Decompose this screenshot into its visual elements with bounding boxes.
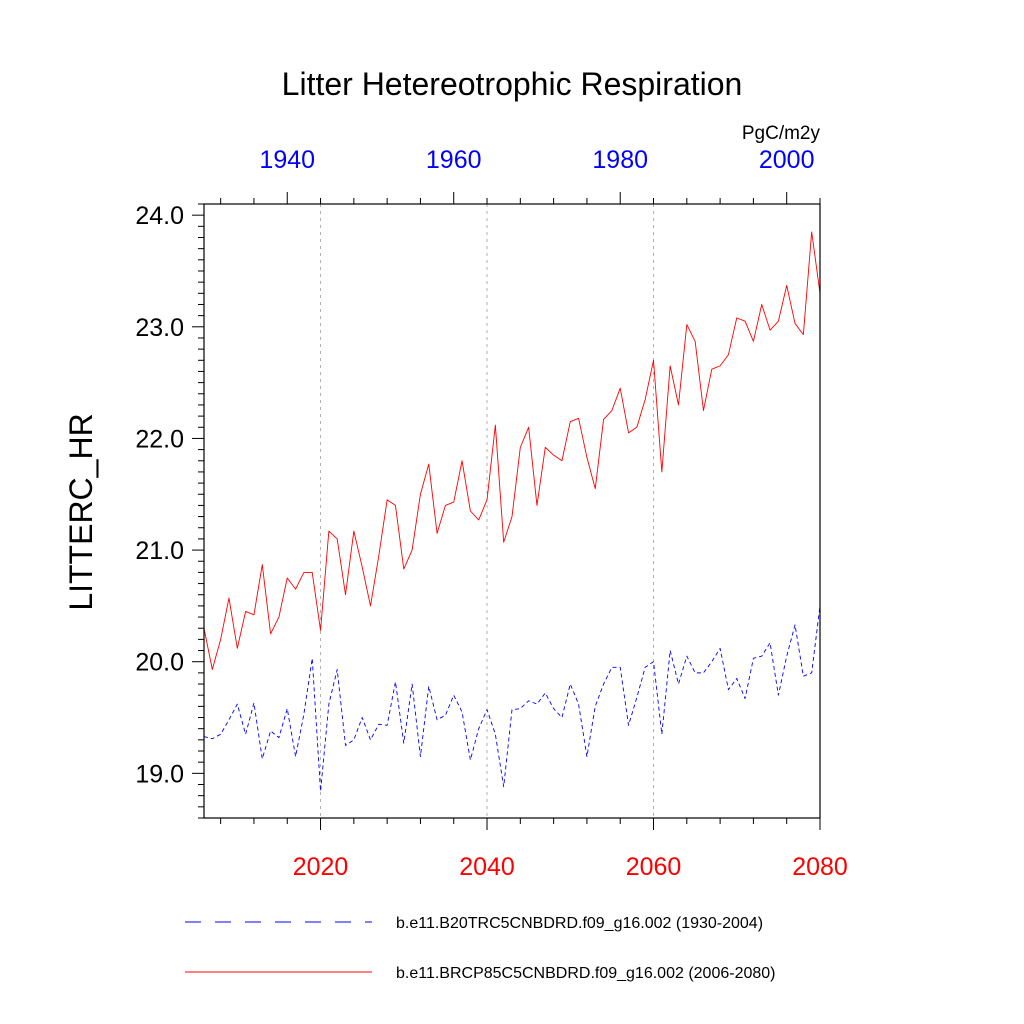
bottom-tick-label: 2060 bbox=[626, 853, 682, 881]
top-tick-label: 1940 bbox=[259, 146, 315, 174]
chart-title: Litter Hetereotrophic Respiration bbox=[282, 66, 743, 102]
grid-lines bbox=[320, 204, 655, 818]
legend-label: b.e11.B20TRC5CNBDRD.f09_g16.002 (1930-20… bbox=[396, 915, 763, 932]
y-tick-label: 22.0 bbox=[135, 425, 184, 453]
series-group bbox=[203, 231, 821, 792]
y-tick-label: 19.0 bbox=[135, 760, 184, 788]
axis-labels: 19.0 20.0 21.0 22.0 23.0 24.0 2020 2040 2060 2080… bbox=[135, 146, 847, 881]
top-tick-label: 1980 bbox=[592, 146, 648, 174]
bottom-tick-label: 2020 bbox=[293, 853, 349, 881]
axis-ticks bbox=[192, 192, 821, 830]
y-tick-label: 21.0 bbox=[135, 537, 184, 565]
series-line-rcp85 bbox=[203, 231, 821, 670]
top-tick-label: 2000 bbox=[759, 146, 815, 174]
legend-label: b.e11.BRCP85C5CNBDRD.f09_g16.002 (2006-2… bbox=[396, 965, 775, 982]
y-tick-label: 20.0 bbox=[135, 649, 184, 677]
y-axis-title: LITTERC_HR bbox=[63, 413, 99, 610]
top-tick-label: 1960 bbox=[426, 146, 482, 174]
legend: b.e11.B20TRC5CNBDRD.f09_g16.002 (1930-20… bbox=[185, 915, 775, 982]
bottom-tick-label: 2040 bbox=[459, 853, 515, 881]
y-tick-label: 23.0 bbox=[135, 314, 184, 342]
plot-frame bbox=[203, 203, 821, 819]
series-line-historical bbox=[203, 605, 821, 792]
y-tick-label: 24.0 bbox=[135, 202, 184, 230]
bottom-tick-label: 2080 bbox=[792, 853, 848, 881]
units-label: PgC/m2y bbox=[742, 123, 821, 144]
